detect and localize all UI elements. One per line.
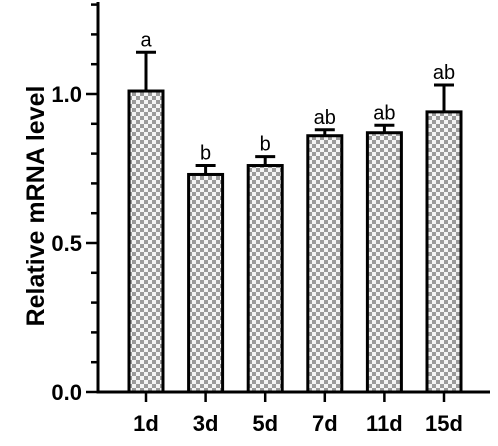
significance-label: a (140, 29, 152, 51)
x-axis: 1d 3d 5d 7d 11d 15d (96, 390, 490, 436)
x-tick-label: 1d (133, 411, 159, 436)
x-tick-label: 11d (366, 411, 403, 436)
y-tick-label: 0.5 (51, 231, 82, 256)
significance-label: ab (314, 107, 336, 129)
bar-1d (127, 89, 165, 394)
x-tick-label: 3d (193, 411, 219, 436)
error-bars (136, 50, 454, 175)
y-tick-label: 0.0 (51, 380, 82, 405)
x-tick-label: 5d (252, 411, 278, 436)
bar-3d (187, 172, 225, 394)
y-axis-label: Relative mRNA level (22, 86, 50, 327)
significance-label: ab (433, 62, 455, 84)
y-axis: 0.0 0.5 1.0 (51, 2, 100, 405)
significance-label: b (200, 143, 211, 165)
y-tick-label: 1.0 (51, 82, 82, 107)
x-tick-label: 15d (425, 411, 463, 436)
bars (127, 89, 463, 394)
bar-15d (425, 110, 463, 394)
significance-label: b (260, 134, 271, 156)
bar-7d (306, 134, 344, 394)
x-tick-label: 7d (312, 411, 338, 436)
bar-11d (365, 131, 403, 394)
bar-5d (246, 164, 284, 394)
significance-label: ab (373, 102, 395, 124)
